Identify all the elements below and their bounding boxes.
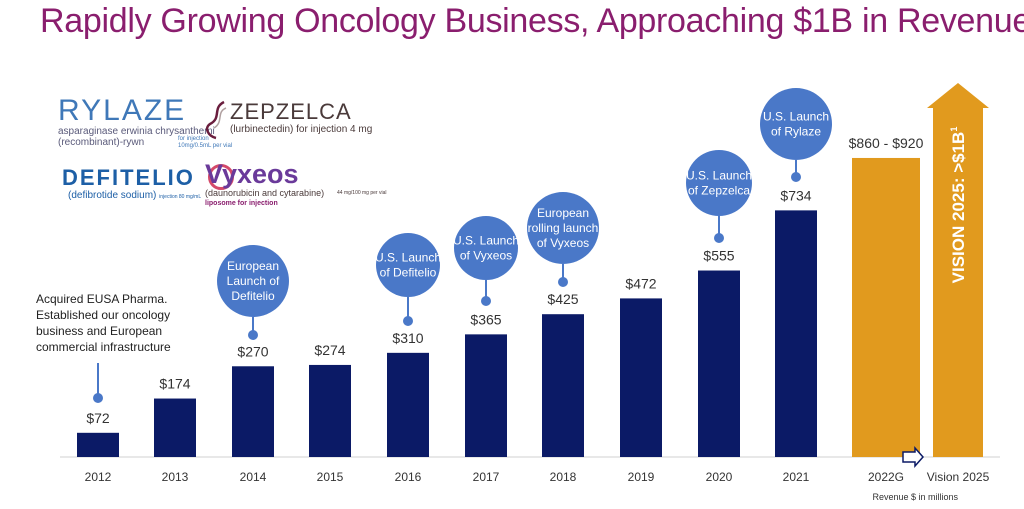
annotation-2014-line-2: Defitelio [231, 289, 275, 303]
defitelio-name: DEFITELIO [62, 165, 195, 190]
annotation-2014-dot [248, 330, 258, 340]
bar-2015 [309, 364, 351, 457]
zepzelca-name: ZEPZELCA [230, 99, 352, 124]
x-tick-2014: 2014 [240, 470, 267, 484]
x-tick-vision-2025: Vision 2025 [927, 470, 990, 484]
annotation-2021-line-0: U.S. Launch [763, 110, 829, 124]
bar-2014 [232, 366, 274, 457]
annotation-2021-dot [791, 172, 801, 182]
annotation-2012-line-2: business and European [36, 324, 162, 338]
x-tick-2022g: 2022G [868, 470, 904, 484]
annotation-2018-bubble [527, 192, 599, 264]
vyxeos-logo: Vyxeos (daunorubicin and cytarabine) lip… [205, 159, 386, 208]
annotation-2012-dot [93, 393, 103, 403]
defitelio-ring-icon [208, 164, 234, 190]
bar-2016 [387, 352, 429, 457]
annotation-2017-dot [481, 296, 491, 306]
annotation-2014-line-1: Launch of [227, 274, 280, 288]
rylaze-note2: 10mg/0.5mL per vial [178, 143, 233, 149]
annotation-2018-line-1: rolling launch [528, 221, 599, 235]
defitelio-note: injection 80 mg/mL [159, 194, 202, 200]
page-title: Rapidly Growing Oncology Business, Appro… [40, 2, 1024, 40]
vyxeos-sub: (daunorubicin and cytarabine) [205, 188, 325, 198]
annotation-2012-line-3: commercial infrastructure [36, 340, 171, 354]
value-label-2018: $425 [547, 291, 578, 307]
annotation-2018-line-0: European [537, 206, 589, 220]
annotation-2018-dot [558, 277, 568, 287]
annotation-2021-line-1: of Rylaze [771, 125, 821, 139]
annotation-2017-line-0: U.S. Launch [453, 234, 519, 248]
bar-2019 [620, 298, 662, 457]
value-label-2021: $734 [780, 187, 811, 203]
vyxeos-note: 44 mg/100 mg per vial [337, 190, 387, 196]
annotation-2020-line-0: U.S. Launch [686, 169, 752, 183]
annotation-2020-bubble [686, 150, 752, 216]
value-label-2020: $555 [703, 248, 734, 264]
x-tick-2013: 2013 [162, 470, 189, 484]
annotation-2016-dot [403, 316, 413, 326]
annotation-2018-line-2: of Vyxeos [537, 236, 589, 250]
value-label-2014: $270 [237, 343, 268, 359]
defitelio-sub: (defibrotide sodium) injection 80 mg/mL [68, 190, 201, 203]
defitelio-sub-main: (defibrotide sodium) [68, 190, 157, 201]
rylaze-note1: for injection [178, 136, 209, 142]
value-label-2019: $472 [625, 275, 656, 291]
zepzelca-mark-icon [205, 100, 227, 140]
value-label-2015: $274 [314, 342, 345, 358]
bar-2018 [542, 314, 584, 457]
annotation-2017-line-1: of Vyxeos [460, 249, 512, 263]
x-tick-2015: 2015 [317, 470, 344, 484]
rylaze-sub2: (recombinant)-rywn [58, 137, 145, 148]
annotation-2020-dot [714, 233, 724, 243]
annotation-2012-line-0: Acquired EUSA Pharma. [36, 292, 167, 306]
x-tick-2018: 2018 [550, 470, 577, 484]
x-tick-2020: 2020 [706, 470, 733, 484]
x-tick-2012: 2012 [85, 470, 112, 484]
zepzelca-logo: ZEPZELCA (lurbinectedin) for injection 4… [204, 99, 373, 140]
x-tick-2021: 2021 [783, 470, 810, 484]
value-label-2013: $174 [159, 376, 190, 392]
vision-2025-footnote-marker: 1 [949, 127, 959, 132]
footnote: Revenue $ in millions [872, 492, 958, 502]
rylaze-logo: RYLAZE asparaginase erwinia chrysanthemi… [58, 94, 232, 150]
annotation-2020-line-1: of Zepzelca [688, 184, 750, 198]
annotation-2021-bubble [760, 88, 832, 160]
annotation-2016-bubble [376, 233, 440, 297]
zepzelca-sub: (lurbinectedin) for injection 4 mg [230, 124, 373, 135]
value-label-2022g: $860 - $920 [849, 135, 924, 151]
annotation-2014-bubble [217, 245, 289, 317]
x-tick-2019: 2019 [628, 470, 655, 484]
bar-2012 [77, 432, 119, 457]
value-label-2016: $310 [392, 330, 423, 346]
x-tick-2017: 2017 [473, 470, 500, 484]
defitelio-logo: DEFITELIO (defibrotide sodium) injection… [62, 164, 234, 203]
bar-2020 [698, 270, 740, 457]
annotation-2014-line-0: European [227, 259, 279, 273]
value-label-2012: $72 [86, 410, 110, 426]
x-tick-2016: 2016 [395, 470, 422, 484]
bar-2022g [852, 157, 920, 457]
annotation-2017-bubble [454, 216, 518, 280]
bar-2017 [465, 334, 507, 457]
annotation-2016-line-1: of Defitelio [380, 266, 437, 280]
bar-2013 [154, 398, 196, 457]
rylaze-note: for injection 10mg/0.5mL per vial [178, 136, 232, 150]
rylaze-name: RYLAZE [58, 94, 187, 127]
annotation-2016-line-0: U.S. Launch [375, 251, 441, 265]
transition-arrow-icon [902, 446, 925, 468]
annotation-2012-line-1: Established our oncology [36, 308, 170, 322]
vyxeos-sub2: liposome for injection [205, 200, 278, 207]
value-label-2017: $365 [470, 311, 501, 327]
vision-2025-arrow [927, 83, 989, 457]
vyxeos-name: Vyxeos [205, 159, 299, 189]
bar-2021 [775, 210, 817, 457]
vision-2025-label: VISION 2025: >$1B1 [949, 127, 968, 284]
rylaze-sub1: asparaginase erwinia chrysanthemi [58, 126, 215, 137]
